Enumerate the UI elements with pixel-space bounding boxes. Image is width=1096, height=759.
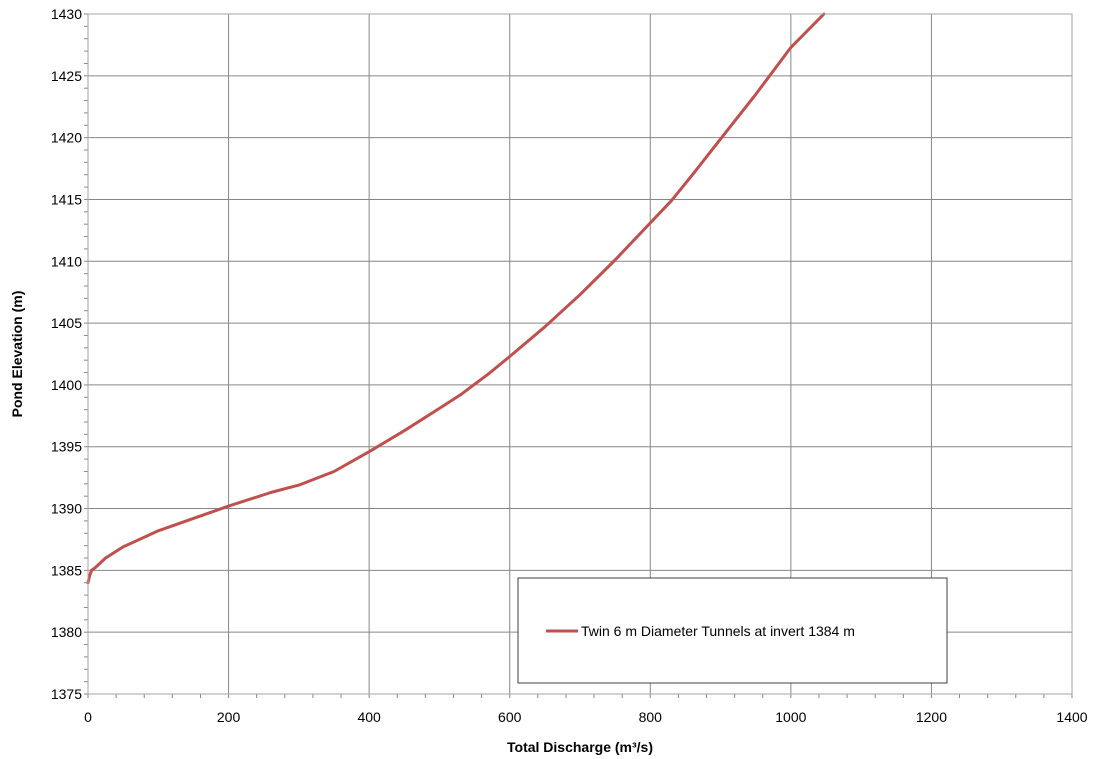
x-tick-label: 1200	[916, 709, 947, 725]
y-axis-title: Pond Elevation (m)	[9, 291, 25, 418]
series-layer	[86, 12, 826, 585]
y-tick-label: 1430	[51, 6, 82, 22]
y-tick-label: 1380	[51, 624, 82, 640]
y-tick-label: 1400	[51, 377, 82, 393]
y-tick-label: 1425	[51, 68, 82, 84]
y-tick-label: 1415	[51, 191, 82, 207]
x-tick-label: 200	[217, 709, 241, 725]
x-axis-title: Total Discharge (m³/s)	[507, 739, 653, 755]
legend: Twin 6 m Diameter Tunnels at invert 1384…	[517, 577, 948, 684]
y-tick-label: 1390	[51, 501, 82, 517]
x-tick-label: 1000	[775, 709, 806, 725]
x-tick-label: 600	[498, 709, 522, 725]
x-tick-label: 0	[84, 709, 92, 725]
plot-border	[87, 13, 1073, 695]
y-tick-label: 1375	[51, 686, 82, 702]
legend-box	[517, 577, 948, 684]
y-tick-label: 1420	[51, 130, 82, 146]
y-tick-label: 1410	[51, 253, 82, 269]
minor-ticks	[84, 13, 1073, 698]
x-tick-labels: 0 200 400 600 800 1000 1200 1400	[84, 709, 1088, 725]
legend-label: Twin 6 m Diameter Tunnels at invert 1384…	[581, 623, 855, 639]
x-tick-label: 1400	[1056, 709, 1087, 725]
x-tick-label: 400	[357, 709, 381, 725]
y-tick-labels: 1375 1380 1385 1390 1395 1400 1405 1410 1415 1420…	[51, 6, 82, 702]
y-tick-label: 1395	[51, 439, 82, 455]
y-tick-label: 1385	[51, 562, 82, 578]
x-tick-label: 800	[639, 709, 663, 725]
y-tick-label: 1405	[51, 315, 82, 331]
series-line	[86, 12, 826, 585]
